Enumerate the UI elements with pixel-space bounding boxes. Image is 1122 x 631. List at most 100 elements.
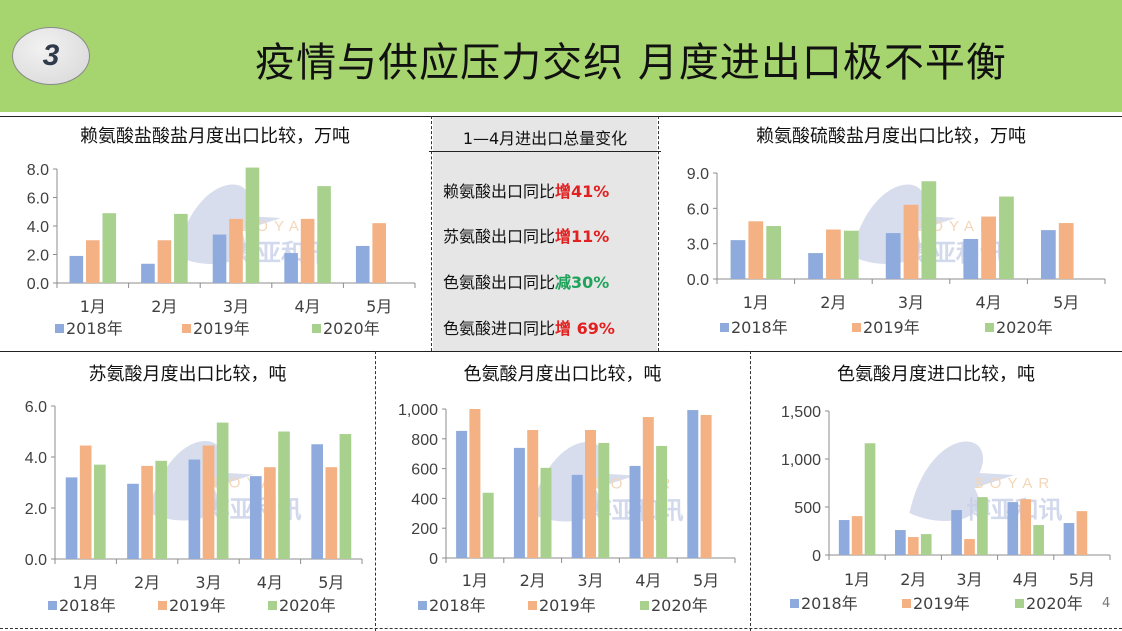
bar-2019年 (964, 539, 975, 555)
x-tick-label: 3月 (223, 297, 249, 316)
bar-2020年 (174, 213, 188, 283)
summary-item: 色氨酸出口同比减30% (443, 273, 610, 292)
change-value: 减30% (555, 273, 610, 292)
legend-swatch (418, 601, 427, 610)
bar-2018年 (885, 233, 901, 279)
bar-2018年 (838, 520, 850, 555)
bar-2018年 (963, 238, 979, 279)
bar-2019年 (585, 430, 596, 558)
y-tick-label: 2.0 (25, 501, 47, 518)
bar-2019年 (300, 218, 315, 283)
x-tick-label: 1月 (844, 570, 870, 589)
x-tick-label: 3月 (956, 570, 982, 589)
legend-swatch (182, 324, 191, 333)
x-tick-label: 4月 (257, 573, 283, 592)
legend-label: 2018年 (66, 319, 123, 338)
bar-2020年 (977, 497, 988, 555)
divider (750, 351, 751, 631)
legend-swatch (312, 324, 321, 333)
bar-2018年 (629, 465, 641, 558)
bar-2019年 (903, 204, 919, 279)
bar-2020年 (656, 445, 668, 558)
change-value: 增41% (555, 182, 610, 201)
legend-label: 2019年 (863, 318, 920, 337)
page-number: 4 (1102, 596, 1111, 611)
legend-swatch (48, 601, 57, 610)
legend-label: 2019年 (169, 596, 226, 615)
x-tick-label: 2月 (520, 571, 546, 590)
bar-2019年 (79, 445, 92, 559)
y-tick-label: 200 (411, 521, 438, 538)
y-tick-label: 6.0 (27, 191, 49, 208)
bar-2020年 (317, 186, 331, 283)
page-title: 疫情与供应压力交织 月度进出口极不平衡 (255, 40, 1007, 86)
bar-2020年 (216, 422, 229, 559)
bar-2018年 (311, 444, 324, 559)
bar-2019年 (981, 216, 996, 279)
summary-item: 色氨酸进口同比增 69% (443, 319, 615, 338)
bar-2018年 (571, 474, 583, 558)
y-tick-label: 1,000 (781, 452, 821, 469)
y-tick-label: 400 (411, 491, 438, 508)
divider (429, 151, 661, 152)
bar-2019年 (325, 467, 338, 559)
bar-2020年 (921, 181, 937, 279)
bar-2019年 (469, 409, 481, 558)
x-tick-label: 4月 (976, 293, 1002, 312)
bar-2018年 (65, 477, 78, 559)
legend-swatch (55, 324, 64, 333)
legend-label: 2018年 (59, 596, 116, 615)
y-tick-label: 0 (812, 548, 821, 565)
bar-2018年 (355, 245, 370, 283)
x-tick-label: 2月 (900, 570, 926, 589)
legend-label: 2018年 (731, 318, 788, 337)
bar-2019年 (748, 221, 764, 279)
bar-2020年 (540, 467, 552, 558)
bar-2018年 (687, 410, 699, 558)
x-tick-label: 5月 (693, 571, 719, 590)
y-tick-label: 8.0 (27, 162, 49, 179)
y-tick-label: 9.0 (687, 166, 709, 183)
bar-2020年 (766, 226, 782, 279)
x-tick-label: 2月 (820, 293, 846, 312)
divider (375, 351, 376, 631)
legend-label: 2020年 (1026, 594, 1083, 613)
y-tick-label: 500 (794, 500, 821, 517)
x-tick-label: 5月 (1069, 570, 1095, 589)
legend-label: 2020年 (996, 318, 1053, 337)
bar-2019年 (826, 229, 841, 279)
bar-2020年 (93, 464, 106, 559)
y-tick-label: 800 (411, 432, 438, 449)
y-tick-label: 3.0 (687, 237, 709, 254)
legend-swatch (790, 599, 799, 608)
y-tick-label: 0 (429, 551, 438, 568)
bar-2018年 (141, 263, 155, 283)
y-tick-label: 4.0 (25, 450, 47, 467)
bar-2020年 (1033, 525, 1044, 555)
bar-2018年 (188, 459, 201, 559)
legend-label: 2019年 (539, 596, 596, 615)
header-bar: 3 疫情与供应压力交织 月度进出口极不平衡 (0, 0, 1122, 112)
legend-swatch (640, 601, 649, 610)
summary-item: 苏氨酸出口同比增11% (443, 227, 610, 246)
bar-2019年 (1020, 499, 1032, 555)
bar-2020年 (278, 431, 290, 559)
watermark-logo-icon (148, 441, 254, 521)
x-tick-label: 5月 (318, 573, 344, 592)
x-tick-label: 4月 (1013, 570, 1039, 589)
chart-title: 赖氨酸盐酸盐月度出口比较，万吨 (80, 126, 350, 147)
bar-2018年 (284, 253, 298, 283)
chart-title: 色氨酸月度出口比较，吨 (463, 364, 662, 385)
legend-label: 2018年 (429, 596, 486, 615)
change-value: 增11% (555, 227, 610, 246)
chart-title: 赖氨酸硫酸盐月度出口比较，万吨 (756, 126, 1026, 147)
y-tick-label: 1,000 (398, 402, 438, 419)
summary-panel: 1—4月进出口总量变化 赖氨酸出口同比增41% 苏氨酸出口同比增11% 色氨酸出… (429, 117, 661, 351)
legend-label: 2018年 (801, 594, 858, 613)
legend-swatch (985, 323, 994, 332)
y-tick-label: 6.0 (25, 399, 47, 416)
chart-title: 苏氨酸月度出口比较，吨 (88, 364, 287, 385)
divider (431, 116, 432, 351)
bar-2020年 (920, 534, 932, 555)
bar-2018年 (127, 483, 139, 559)
